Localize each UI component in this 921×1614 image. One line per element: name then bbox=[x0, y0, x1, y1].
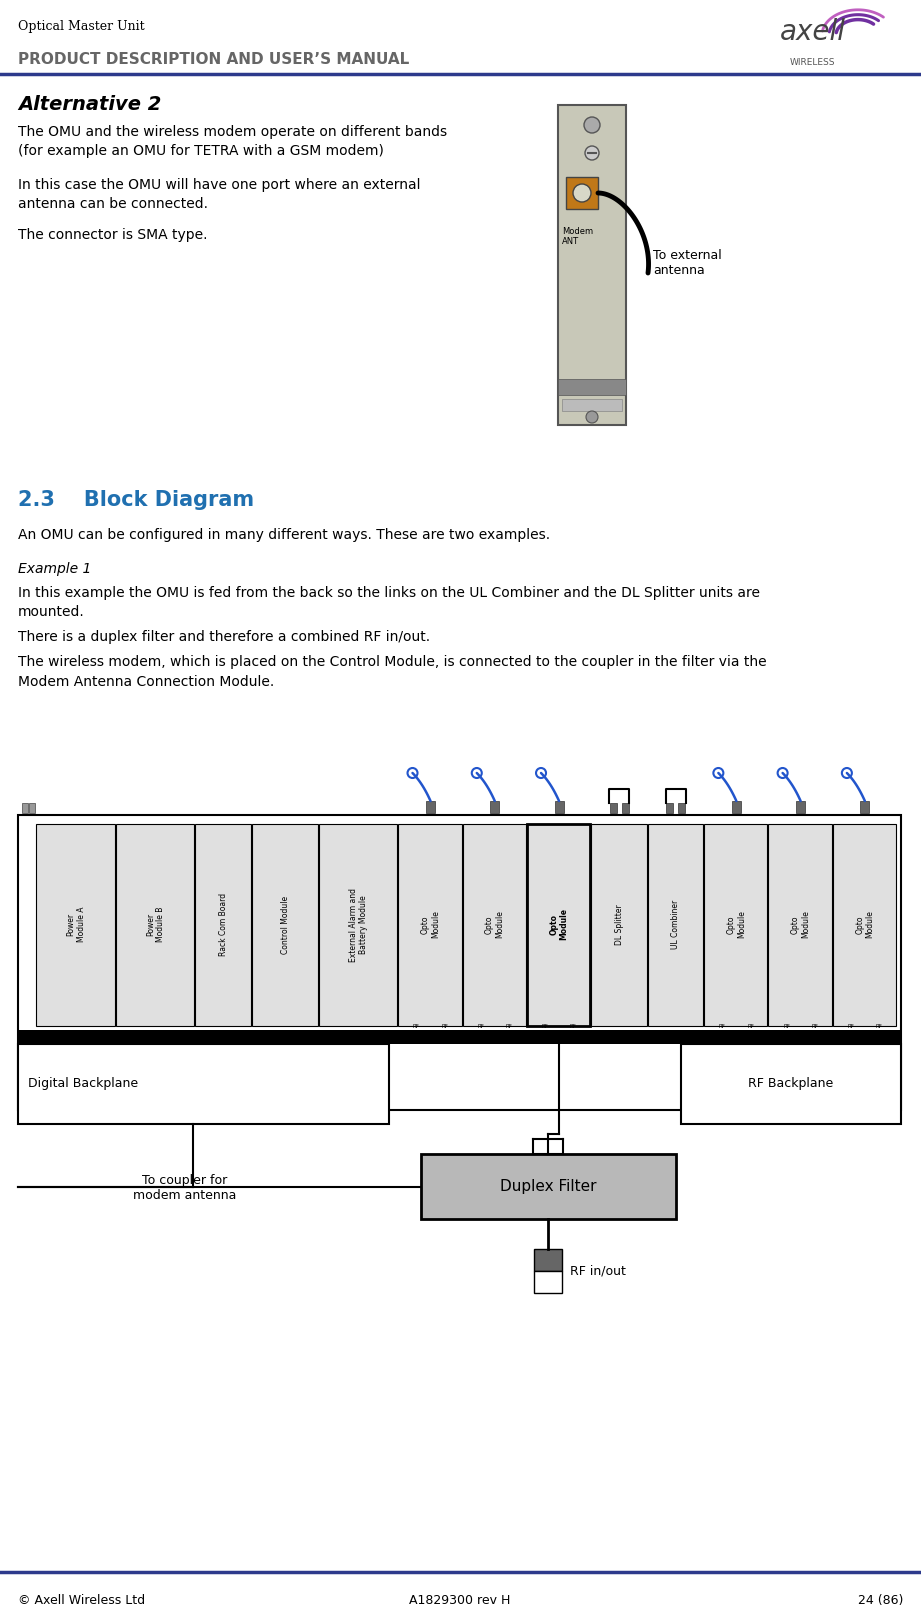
Bar bbox=[833, 825, 896, 1027]
Text: Optical Master Unit: Optical Master Unit bbox=[18, 19, 145, 32]
Bar bbox=[566, 178, 598, 208]
Bar bbox=[610, 804, 617, 813]
Text: RF
IN: RF IN bbox=[847, 1023, 854, 1035]
Text: axell: axell bbox=[780, 18, 846, 47]
Circle shape bbox=[584, 116, 600, 132]
Text: To coupler for
modem antenna: To coupler for modem antenna bbox=[134, 1173, 237, 1202]
Text: Power
Module B: Power Module B bbox=[146, 907, 165, 943]
Bar bbox=[705, 825, 767, 1027]
Circle shape bbox=[536, 768, 546, 778]
Text: PRODUCT DESCRIPTION AND USER’S MANUAL: PRODUCT DESCRIPTION AND USER’S MANUAL bbox=[18, 52, 409, 68]
Bar bbox=[426, 801, 435, 813]
Circle shape bbox=[714, 768, 723, 778]
Bar bbox=[796, 801, 805, 813]
Text: External Alarm and
Battery Module: External Alarm and Battery Module bbox=[349, 888, 368, 962]
Bar bbox=[647, 825, 704, 1027]
Text: Opto
Module: Opto Module bbox=[856, 910, 875, 938]
Text: RF
IN: RF IN bbox=[783, 1023, 790, 1035]
Circle shape bbox=[777, 768, 787, 778]
Text: RF
OUT: RF OUT bbox=[809, 1023, 821, 1035]
Text: In this case the OMU will have one port where an external
antenna can be connect: In this case the OMU will have one port … bbox=[18, 178, 421, 211]
Bar bbox=[36, 825, 115, 1027]
Text: UL Combiner: UL Combiner bbox=[671, 901, 681, 949]
Text: Modem
ANT: Modem ANT bbox=[562, 228, 593, 247]
Circle shape bbox=[842, 768, 852, 778]
Bar bbox=[768, 825, 832, 1027]
Bar bbox=[558, 105, 626, 424]
Text: Duplex Filter: Duplex Filter bbox=[500, 1178, 597, 1194]
Bar bbox=[527, 825, 590, 1027]
Text: Alternative 2: Alternative 2 bbox=[18, 95, 161, 115]
Bar bbox=[681, 1044, 901, 1123]
Text: RF
OUT: RF OUT bbox=[745, 1023, 756, 1035]
Text: RF
IN: RF IN bbox=[413, 1023, 420, 1035]
Text: RF
OUT: RF OUT bbox=[873, 1023, 885, 1035]
Text: The wireless modem, which is placed on the Control Module, is connected to the c: The wireless modem, which is placed on t… bbox=[18, 655, 766, 689]
Text: Opto
Module: Opto Module bbox=[727, 910, 746, 938]
Bar bbox=[667, 804, 673, 813]
Bar bbox=[622, 804, 629, 813]
Text: In this example the OMU is fed from the back so the links on the UL Combiner and: In this example the OMU is fed from the … bbox=[18, 586, 760, 620]
Bar bbox=[562, 399, 622, 412]
Bar bbox=[195, 825, 251, 1027]
Bar bbox=[679, 804, 685, 813]
Bar bbox=[558, 379, 626, 395]
Text: RF
IN: RF IN bbox=[542, 1023, 548, 1035]
Bar bbox=[399, 825, 461, 1027]
Text: There is a duplex filter and therefore a combined RF in/out.: There is a duplex filter and therefore a… bbox=[18, 629, 430, 644]
Bar bbox=[116, 825, 194, 1027]
Bar bbox=[462, 825, 526, 1027]
Text: RF
OUT: RF OUT bbox=[567, 1023, 579, 1035]
Text: Control Module: Control Module bbox=[281, 896, 290, 954]
Text: Digital Backplane: Digital Backplane bbox=[28, 1078, 138, 1091]
Text: Example 1: Example 1 bbox=[18, 562, 91, 576]
Text: Power
Module A: Power Module A bbox=[66, 907, 86, 943]
Circle shape bbox=[586, 412, 598, 423]
Text: Opto
Module: Opto Module bbox=[549, 909, 569, 941]
Bar bbox=[421, 1154, 676, 1219]
Bar bbox=[29, 804, 35, 813]
Circle shape bbox=[407, 768, 417, 778]
Text: RF Backplane: RF Backplane bbox=[749, 1078, 834, 1091]
Bar bbox=[251, 825, 318, 1027]
Circle shape bbox=[573, 184, 591, 202]
Text: To external
antenna: To external antenna bbox=[653, 249, 722, 278]
Text: DL Splitter: DL Splitter bbox=[615, 904, 624, 944]
Text: RF
OUT: RF OUT bbox=[439, 1023, 450, 1035]
Bar bbox=[490, 801, 499, 813]
Text: 24 (86): 24 (86) bbox=[857, 1595, 903, 1608]
Text: 2.3    Block Diagram: 2.3 Block Diagram bbox=[18, 491, 254, 510]
Bar bbox=[534, 1249, 562, 1270]
Text: The connector is SMA type.: The connector is SMA type. bbox=[18, 228, 207, 242]
Bar bbox=[554, 801, 564, 813]
Bar bbox=[732, 801, 740, 813]
Text: The OMU and the wireless modem operate on different bands
(for example an OMU fo: The OMU and the wireless modem operate o… bbox=[18, 124, 447, 158]
Text: RF
OUT: RF OUT bbox=[503, 1023, 515, 1035]
Circle shape bbox=[585, 145, 599, 160]
Bar bbox=[18, 815, 901, 1110]
Bar bbox=[591, 825, 647, 1027]
Bar bbox=[18, 1030, 901, 1044]
Text: Rack Com Board: Rack Com Board bbox=[219, 893, 228, 955]
Bar bbox=[319, 825, 397, 1027]
Text: Opto
Module: Opto Module bbox=[485, 910, 505, 938]
Text: RF in/out: RF in/out bbox=[570, 1264, 626, 1278]
Text: © Axell Wireless Ltd: © Axell Wireless Ltd bbox=[18, 1595, 146, 1608]
Bar bbox=[534, 1270, 562, 1293]
Text: RF
IN: RF IN bbox=[477, 1023, 484, 1035]
Bar bbox=[860, 801, 869, 813]
Text: Opto
Module: Opto Module bbox=[421, 910, 440, 938]
Text: WIRELESS: WIRELESS bbox=[790, 58, 835, 68]
Text: Opto
Module: Opto Module bbox=[791, 910, 810, 938]
Text: RF
IN: RF IN bbox=[718, 1023, 726, 1035]
Bar bbox=[22, 804, 28, 813]
Text: A1829300 rev H: A1829300 rev H bbox=[409, 1595, 510, 1608]
Text: An OMU can be configured in many different ways. These are two examples.: An OMU can be configured in many differe… bbox=[18, 528, 550, 542]
Circle shape bbox=[472, 768, 482, 778]
Bar bbox=[18, 1044, 389, 1123]
